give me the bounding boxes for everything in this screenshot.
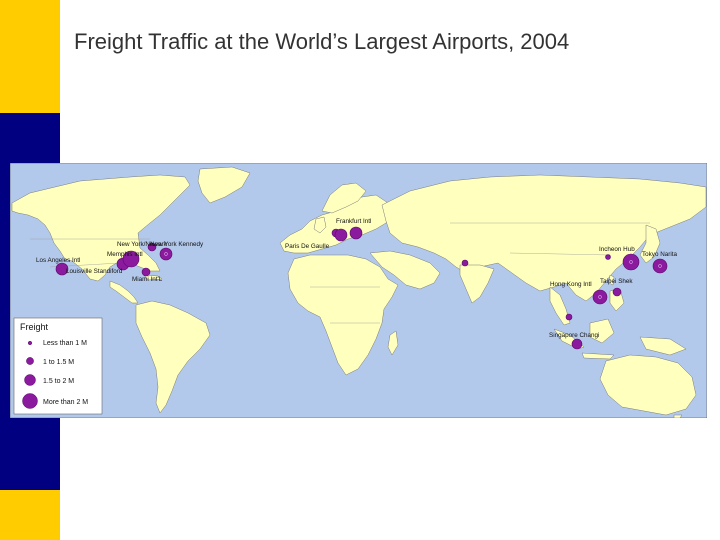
landmasses: [11, 166, 707, 418]
legend-label-2: 1 to 1.5 M: [43, 359, 74, 366]
marker-hong-kong: [592, 289, 608, 305]
label-new-york-kennedy: New York Kennedy: [150, 241, 204, 248]
label-paris: Paris De Gaulle: [285, 243, 330, 250]
label-miami: Miami Int'L: [132, 276, 163, 283]
land-middle-east: [369, 250, 441, 290]
land-africa: [287, 254, 399, 376]
land-indonesia-java: [581, 352, 615, 360]
land-japan: [639, 224, 661, 264]
legend-label-3: 1.5 to 2 M: [43, 378, 74, 385]
label-incheon: Incheon Hub: [599, 246, 635, 253]
airport-markers: [55, 226, 668, 350]
land-uk: [313, 216, 327, 234]
marker-dubai: [461, 259, 469, 267]
marker-frankfurt-a: [334, 228, 348, 242]
label-taipei: Taipei Shek: [600, 278, 633, 285]
marker-los-angeles: [55, 262, 69, 276]
accent-bar-yellow-bottom: [0, 490, 60, 540]
world-map: Los Angeles Intl Louisville Standiford M…: [10, 163, 707, 418]
accent-bar-yellow-top: [0, 0, 60, 113]
label-louisville: Louisville Standiford: [66, 268, 123, 275]
legend: Freight Less than 1 M 1 to 1.5 M 1.5 to …: [13, 317, 103, 415]
land-south-america: [135, 300, 211, 414]
label-singapore: Singapore Changi: [549, 332, 599, 339]
land-scandinavia: [321, 182, 367, 214]
slide-title: Freight Traffic at the World’s Largest A…: [74, 29, 570, 54]
marker-singapore-a: [565, 313, 573, 321]
legend-swatch-1: [27, 340, 33, 346]
land-indonesia-borneo: [589, 318, 615, 344]
land-taiwan: [608, 274, 615, 286]
land-se-asia: [549, 286, 571, 326]
marker-miami: [141, 267, 151, 277]
marker-frankfurt-b: [349, 226, 363, 240]
marker-new-york-kennedy: [159, 247, 173, 261]
land-tasmania: [673, 414, 683, 418]
marker-tokyo-narita: [652, 258, 668, 274]
marker-taipei: [612, 287, 622, 297]
airport-labels: Los Angeles Intl Louisville Standiford M…: [36, 218, 677, 339]
marker-memphis: [122, 250, 140, 268]
land-india: [459, 264, 495, 304]
legend-label-4: More than 2 M: [43, 399, 88, 406]
land-madagascar: [387, 330, 399, 356]
land-new-guinea: [639, 336, 687, 356]
label-tokyo-narita: Tokyo Narita: [642, 251, 677, 258]
legend-swatch-3: [24, 374, 36, 386]
marker-singapore-changi: [571, 338, 583, 350]
land-caribbean: [143, 274, 163, 281]
legend-swatch-4: [22, 393, 38, 409]
land-greenland: [197, 166, 251, 204]
label-los-angeles: Los Angeles Intl: [36, 257, 80, 264]
land-central-america: [109, 280, 139, 304]
marker-new-york-newark: [147, 242, 157, 252]
land-australia: [599, 354, 697, 416]
legend-label-1: Less than 1 M: [43, 340, 87, 347]
marker-tokyo: [622, 253, 640, 271]
legend-swatch-2: [26, 357, 34, 365]
label-hong-kong: Hong Kong Intl: [550, 281, 592, 288]
marker-highlights: [164, 252, 662, 299]
marker-incheon: [605, 254, 611, 260]
legend-title: Freight: [20, 322, 49, 332]
label-memphis: Memphis Intl: [107, 251, 143, 258]
label-new-york-newark: New York/Newark: [117, 241, 168, 248]
label-frankfurt: Frankfurt Intl: [336, 218, 371, 225]
